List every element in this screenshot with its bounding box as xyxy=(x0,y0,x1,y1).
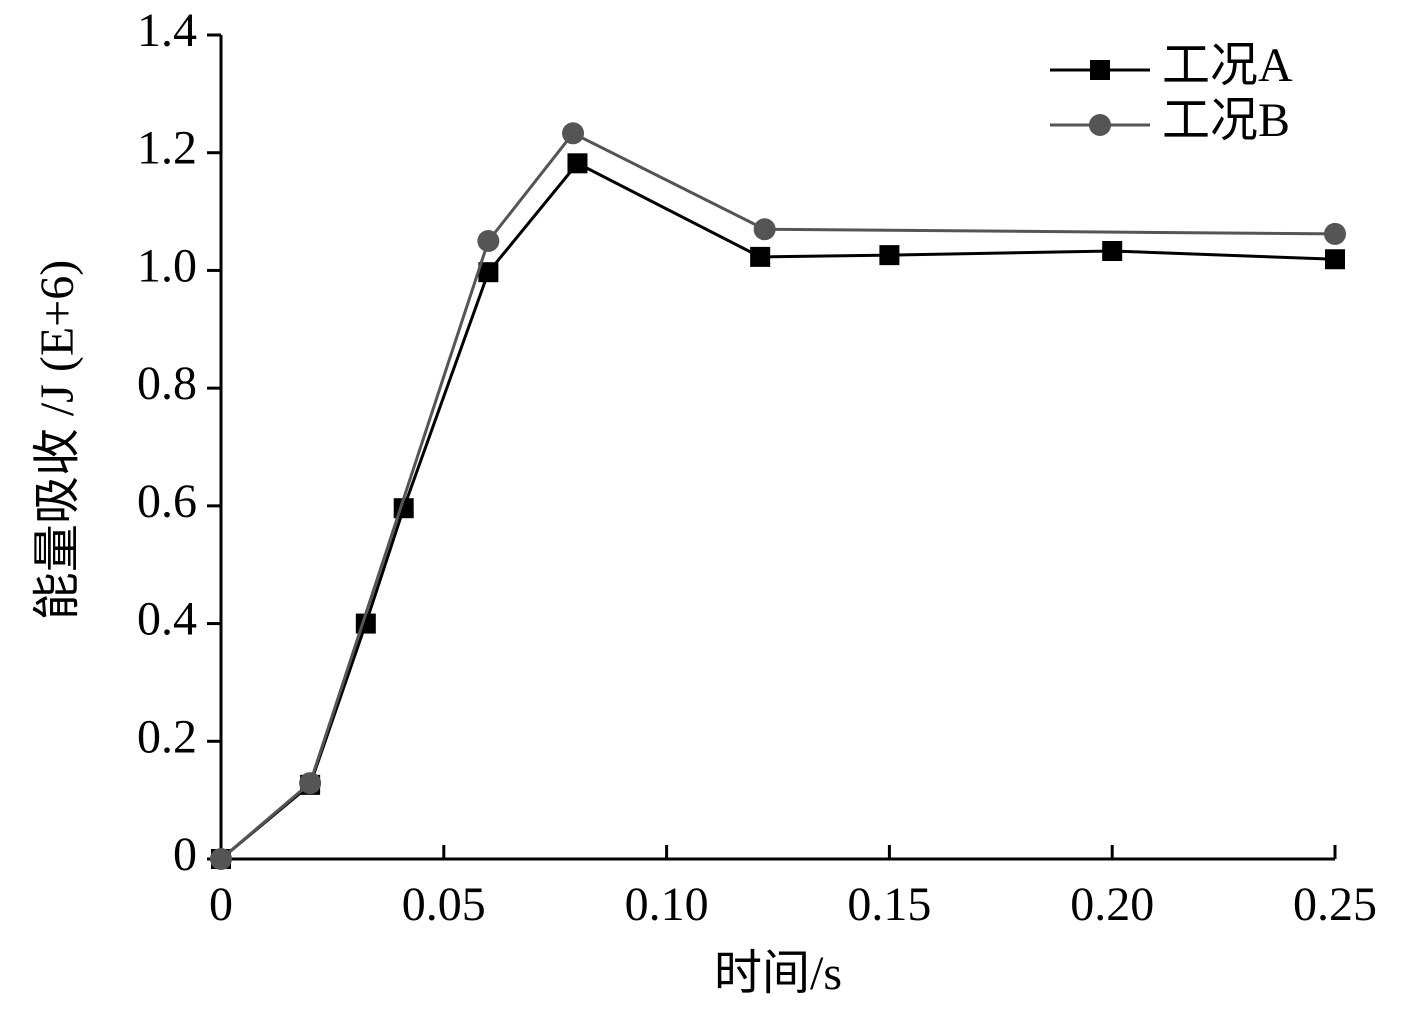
series-line xyxy=(220,161,1336,861)
data-point xyxy=(477,230,500,252)
legend-marker xyxy=(1089,114,1111,136)
y-tick-label: 0.2 xyxy=(137,710,197,763)
data-point xyxy=(750,246,771,267)
legend-label: 工况B xyxy=(1162,94,1290,147)
x-tick-label: 0.25 xyxy=(1293,878,1377,931)
data-point xyxy=(567,153,588,174)
data-point xyxy=(1102,241,1123,262)
data-point xyxy=(562,122,585,145)
data-point xyxy=(1324,222,1346,245)
x-tick-label: 0 xyxy=(209,878,233,931)
y-tick-label: 0.8 xyxy=(137,357,197,410)
x-tick-label: 0.15 xyxy=(847,878,931,931)
legend-marker xyxy=(1090,60,1110,80)
y-tick-label: 0.6 xyxy=(137,475,197,528)
y-tick-label: 0 xyxy=(173,828,197,881)
x-axis-label: 时间/s xyxy=(714,947,842,1000)
data-point xyxy=(210,848,232,870)
legend-label: 工况A xyxy=(1162,39,1293,92)
data-point xyxy=(879,245,900,266)
data-point xyxy=(478,262,499,283)
y-tick-label: 1.0 xyxy=(137,239,197,292)
data-point xyxy=(299,772,322,795)
data-point xyxy=(1325,249,1345,270)
x-tick-label: 0.05 xyxy=(402,878,486,931)
x-tick-label: 0.10 xyxy=(625,878,709,931)
series-line xyxy=(220,131,1336,861)
y-axis-label: 能量吸收 /J (E+6) xyxy=(31,260,84,620)
data-point xyxy=(753,218,776,241)
x-tick-label: 0.20 xyxy=(1070,878,1154,931)
y-tick-label: 1.4 xyxy=(137,4,197,57)
y-tick-label: 0.4 xyxy=(137,593,197,646)
y-tick-label: 1.2 xyxy=(137,122,197,175)
